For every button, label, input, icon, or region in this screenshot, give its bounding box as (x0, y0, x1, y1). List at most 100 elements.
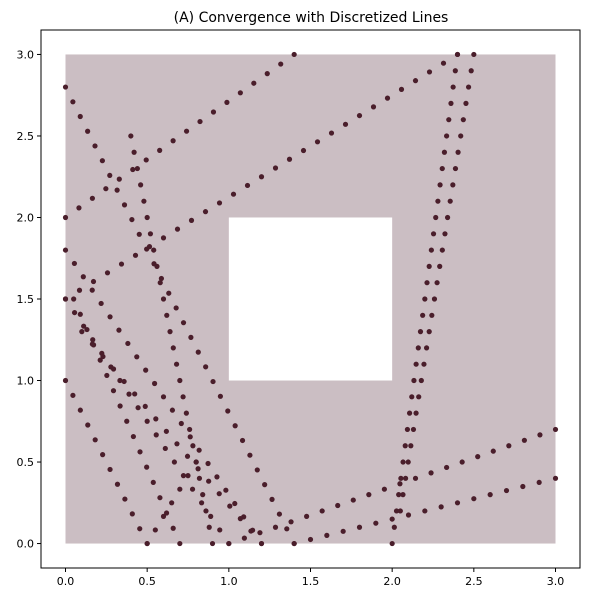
data-point (409, 394, 415, 400)
data-point (71, 309, 78, 316)
data-point (402, 443, 408, 449)
data-point (397, 508, 403, 514)
data-point (208, 513, 214, 519)
data-point (521, 437, 527, 443)
data-point (506, 443, 512, 449)
data-point (180, 394, 186, 400)
data-point (537, 432, 543, 438)
data-point (319, 508, 325, 514)
data-point (107, 172, 113, 179)
data-point (356, 524, 363, 530)
data-point (356, 112, 363, 119)
data-point (170, 525, 176, 531)
data-point (475, 454, 481, 460)
data-point (177, 486, 183, 492)
data-point (180, 320, 187, 326)
data-point (247, 452, 253, 458)
data-point (426, 69, 433, 75)
data-point (90, 278, 97, 285)
data-point (391, 524, 397, 530)
data-point (177, 377, 183, 384)
data-point (536, 479, 542, 486)
chart-title: (A) Convergence with Discretized Lines (174, 10, 449, 26)
data-point (116, 176, 122, 182)
data-point (164, 312, 170, 318)
data-point (137, 526, 143, 532)
data-point (237, 516, 243, 522)
data-point (203, 508, 209, 514)
data-point (406, 410, 413, 416)
data-point (314, 139, 321, 145)
data-point (195, 466, 201, 472)
data-point (433, 214, 439, 221)
data-point (166, 290, 172, 296)
data-point (62, 377, 69, 384)
y-tick-label: 0.0 (17, 538, 35, 551)
data-point (398, 475, 404, 481)
x-tick-label: 1.0 (220, 575, 238, 588)
x-tick-label: 2.0 (383, 575, 401, 588)
data-point (304, 513, 310, 519)
x-tick-label: 1.5 (302, 575, 320, 588)
data-point (121, 202, 128, 208)
data-point (100, 452, 106, 458)
data-point (230, 191, 237, 197)
data-point (248, 528, 254, 534)
data-point (440, 60, 447, 66)
data-point (420, 312, 426, 318)
data-point (130, 166, 136, 173)
data-point (459, 459, 465, 465)
data-point (190, 443, 196, 449)
data-point (144, 540, 150, 547)
y-axis: 0.0 0.5 1.0 1.5 2.0 2.5 3.0 (17, 48, 41, 551)
data-point (217, 527, 223, 533)
data-point (284, 526, 290, 532)
data-point (520, 483, 526, 490)
data-point (206, 524, 212, 530)
data-point (423, 345, 430, 351)
data-point (237, 90, 243, 96)
data-point (90, 337, 96, 343)
data-point (272, 524, 279, 530)
data-point (412, 475, 419, 481)
data-point (291, 51, 297, 58)
data-point (465, 84, 472, 90)
data-point (452, 165, 459, 172)
data-point (244, 182, 251, 189)
data-point (143, 157, 149, 163)
data-point (450, 182, 456, 188)
data-point (130, 433, 136, 440)
data-point (173, 305, 179, 311)
data-point (418, 377, 424, 384)
data-point (157, 147, 163, 153)
data-point (262, 482, 268, 488)
data-point (444, 464, 450, 471)
data-point (417, 329, 424, 335)
data-point (452, 68, 458, 74)
data-point (170, 345, 176, 351)
data-point (370, 104, 377, 110)
data-point (129, 216, 135, 223)
data-point (389, 516, 395, 522)
data-point (80, 274, 86, 280)
data-point (188, 217, 195, 223)
data-point (114, 187, 120, 193)
data-point (400, 459, 406, 465)
data-point (92, 437, 98, 443)
data-point (142, 403, 148, 410)
y-tick-label: 1.5 (17, 293, 35, 306)
data-point (552, 426, 559, 433)
data-point (206, 478, 212, 484)
data-point (291, 540, 297, 547)
data-point (455, 149, 461, 155)
data-point (411, 377, 417, 384)
data-point (153, 432, 159, 438)
data-point (223, 487, 229, 493)
data-point (151, 380, 158, 387)
data-point (160, 296, 167, 302)
data-point (124, 418, 130, 424)
data-point (428, 247, 434, 253)
data-point (373, 520, 379, 526)
data-point (129, 511, 135, 517)
data-point (81, 323, 87, 329)
